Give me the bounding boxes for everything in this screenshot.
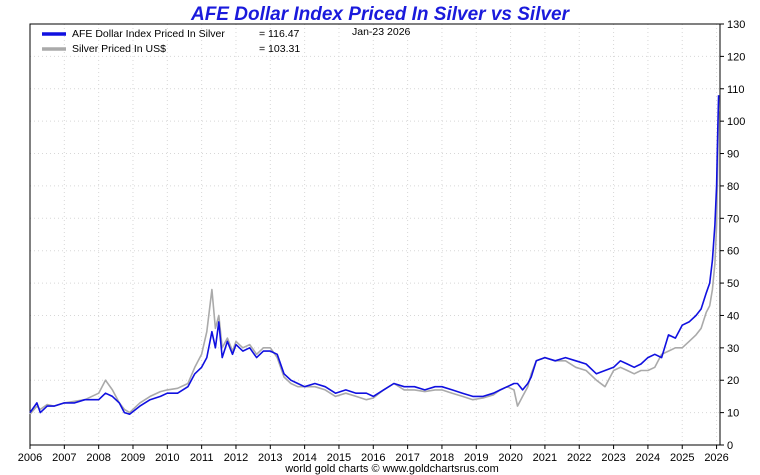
- grid: [30, 24, 720, 445]
- y-tick-label: 10: [727, 408, 739, 420]
- x-tick-label: 2023: [601, 452, 625, 464]
- x-tick-label: 2020: [498, 452, 522, 464]
- x-tick-label: 2017: [395, 452, 419, 464]
- x-tick-label: 2008: [86, 452, 110, 464]
- y-tick-label: 70: [727, 213, 739, 225]
- y-tick-label: 20: [727, 375, 739, 387]
- y-tick-label: 40: [727, 310, 739, 322]
- legend: AFE Dollar Index Priced In Silver = 116.…: [42, 28, 300, 55]
- x-tick-label: 2010: [155, 452, 179, 464]
- x-tick-label: 2007: [52, 452, 76, 464]
- x-tick-label: 2013: [258, 452, 282, 464]
- chart-title: AFE Dollar Index Priced In Silver vs Sil…: [190, 4, 571, 25]
- x-tick-label: 2011: [190, 452, 214, 464]
- x-tick-label: 2012: [224, 452, 248, 464]
- x-tick-label: 2026: [704, 452, 728, 464]
- y-tick-label: 90: [727, 149, 739, 161]
- legend-value-silver: = 103.31: [259, 43, 300, 55]
- x-tick-label: 2006: [18, 452, 42, 464]
- date-label: Jan-23 2026: [352, 26, 411, 38]
- footer-credit: world gold charts © www.goldchartsrus.co…: [284, 463, 499, 475]
- y-tick-label: 0: [727, 440, 733, 452]
- y-axis: 0 10 20 30 40 50 60 70 80 90 100 110 120 130: [720, 19, 745, 452]
- y-tick-label: 100: [727, 116, 745, 128]
- y-tick-label: 110: [727, 84, 745, 96]
- x-tick-label: 2016: [361, 452, 385, 464]
- y-tick-label: 120: [727, 51, 745, 63]
- x-tick-label: 2014: [292, 452, 316, 464]
- series-line-afe: [29, 95, 720, 416]
- series-lines: [29, 95, 720, 416]
- y-tick-label: 50: [727, 278, 739, 290]
- x-tick-label: 2021: [533, 452, 557, 464]
- legend-label-afe: AFE Dollar Index Priced In Silver: [72, 28, 225, 40]
- x-tick-label: 2022: [567, 452, 591, 464]
- y-tick-label: 60: [727, 246, 739, 258]
- y-tick-label: 30: [727, 343, 739, 355]
- legend-value-afe: = 116.47: [259, 28, 300, 40]
- x-tick-label: 2025: [670, 452, 694, 464]
- x-axis: 2006 2007 2008 2009 2010 2011 2012 2013 2014 2015…: [18, 445, 729, 464]
- x-tick-label: 2009: [121, 452, 145, 464]
- x-tick-label: 2024: [636, 452, 660, 464]
- plot-area: [29, 23, 721, 446]
- x-tick-label: 2015: [327, 452, 351, 464]
- x-tick-label: 2019: [464, 452, 488, 464]
- y-tick-label: 130: [727, 19, 745, 31]
- x-tick-label: 2018: [430, 452, 454, 464]
- y-tick-label: 80: [727, 181, 739, 193]
- legend-label-silver: Silver Priced In US$: [72, 43, 166, 55]
